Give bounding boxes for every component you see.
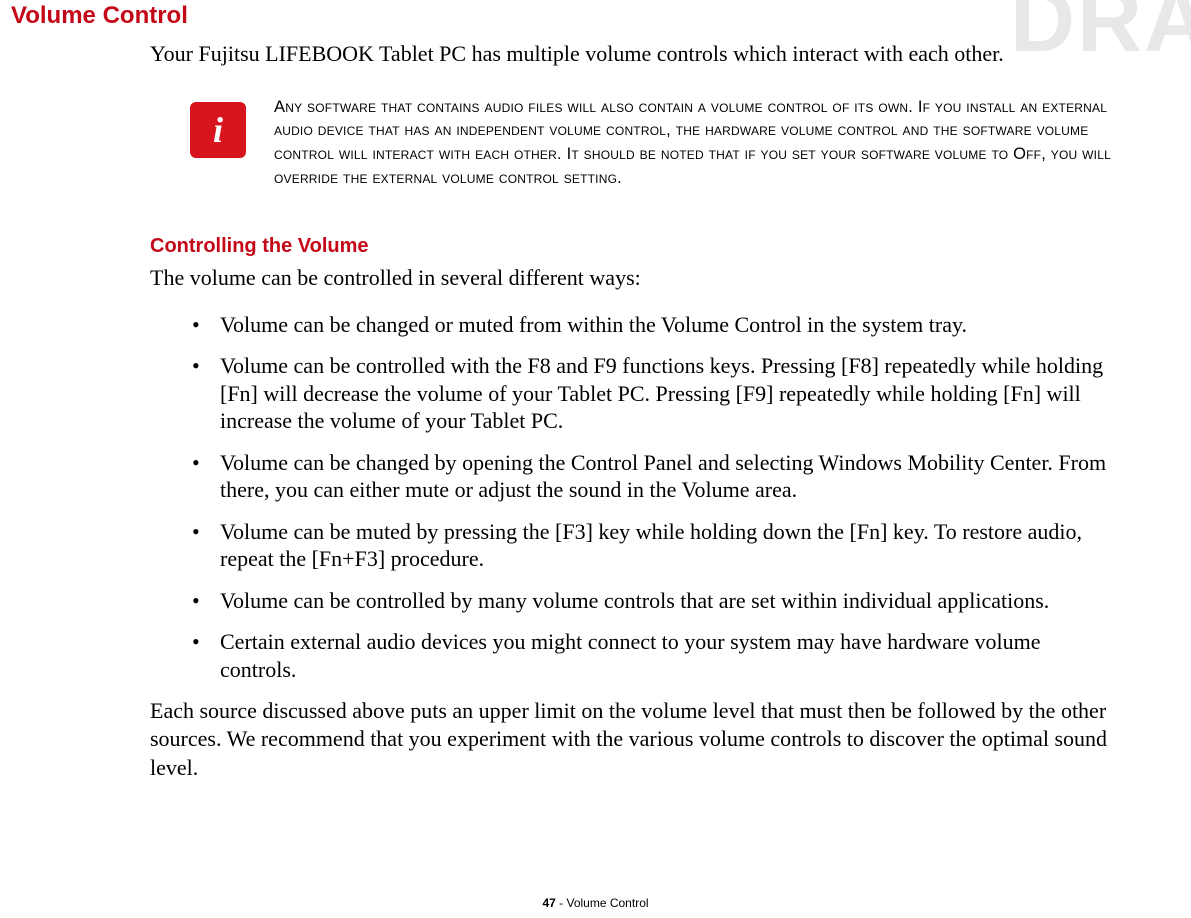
- info-note: i Any software that contains audio files…: [190, 96, 1120, 192]
- document-page: DRA Volume Control Your Fujitsu LIFEBOOK…: [0, 0, 1191, 918]
- info-icon-glyph: i: [213, 112, 223, 148]
- page-title: Volume Control: [11, 2, 188, 30]
- list-item: Volume can be muted by pressing the [F3]…: [150, 518, 1120, 573]
- page-content: Your Fujitsu LIFEBOOK Tablet PC has mult…: [150, 40, 1120, 782]
- bullet-list: Volume can be changed or muted from with…: [150, 311, 1120, 684]
- list-item: Certain external audio devices you might…: [150, 628, 1120, 683]
- intro-paragraph: Your Fujitsu LIFEBOOK Tablet PC has mult…: [150, 40, 1120, 68]
- page-number: 47: [542, 896, 555, 910]
- section-lead: The volume can be controlled in several …: [150, 264, 1120, 293]
- section-heading: Controlling the Volume: [150, 235, 1120, 258]
- list-item: Volume can be controlled by many volume …: [150, 587, 1120, 615]
- list-item: Volume can be controlled with the F8 and…: [150, 352, 1120, 435]
- list-item: Volume can be changed by opening the Con…: [150, 449, 1120, 504]
- page-footer: 47 - Volume Control: [0, 896, 1191, 910]
- info-note-text: Any software that contains audio files w…: [274, 96, 1114, 192]
- footer-section: Volume Control: [566, 896, 648, 910]
- list-item: Volume can be changed or muted from with…: [150, 311, 1120, 339]
- info-icon: i: [190, 102, 246, 158]
- closing-paragraph: Each source discussed above puts an uppe…: [150, 697, 1120, 781]
